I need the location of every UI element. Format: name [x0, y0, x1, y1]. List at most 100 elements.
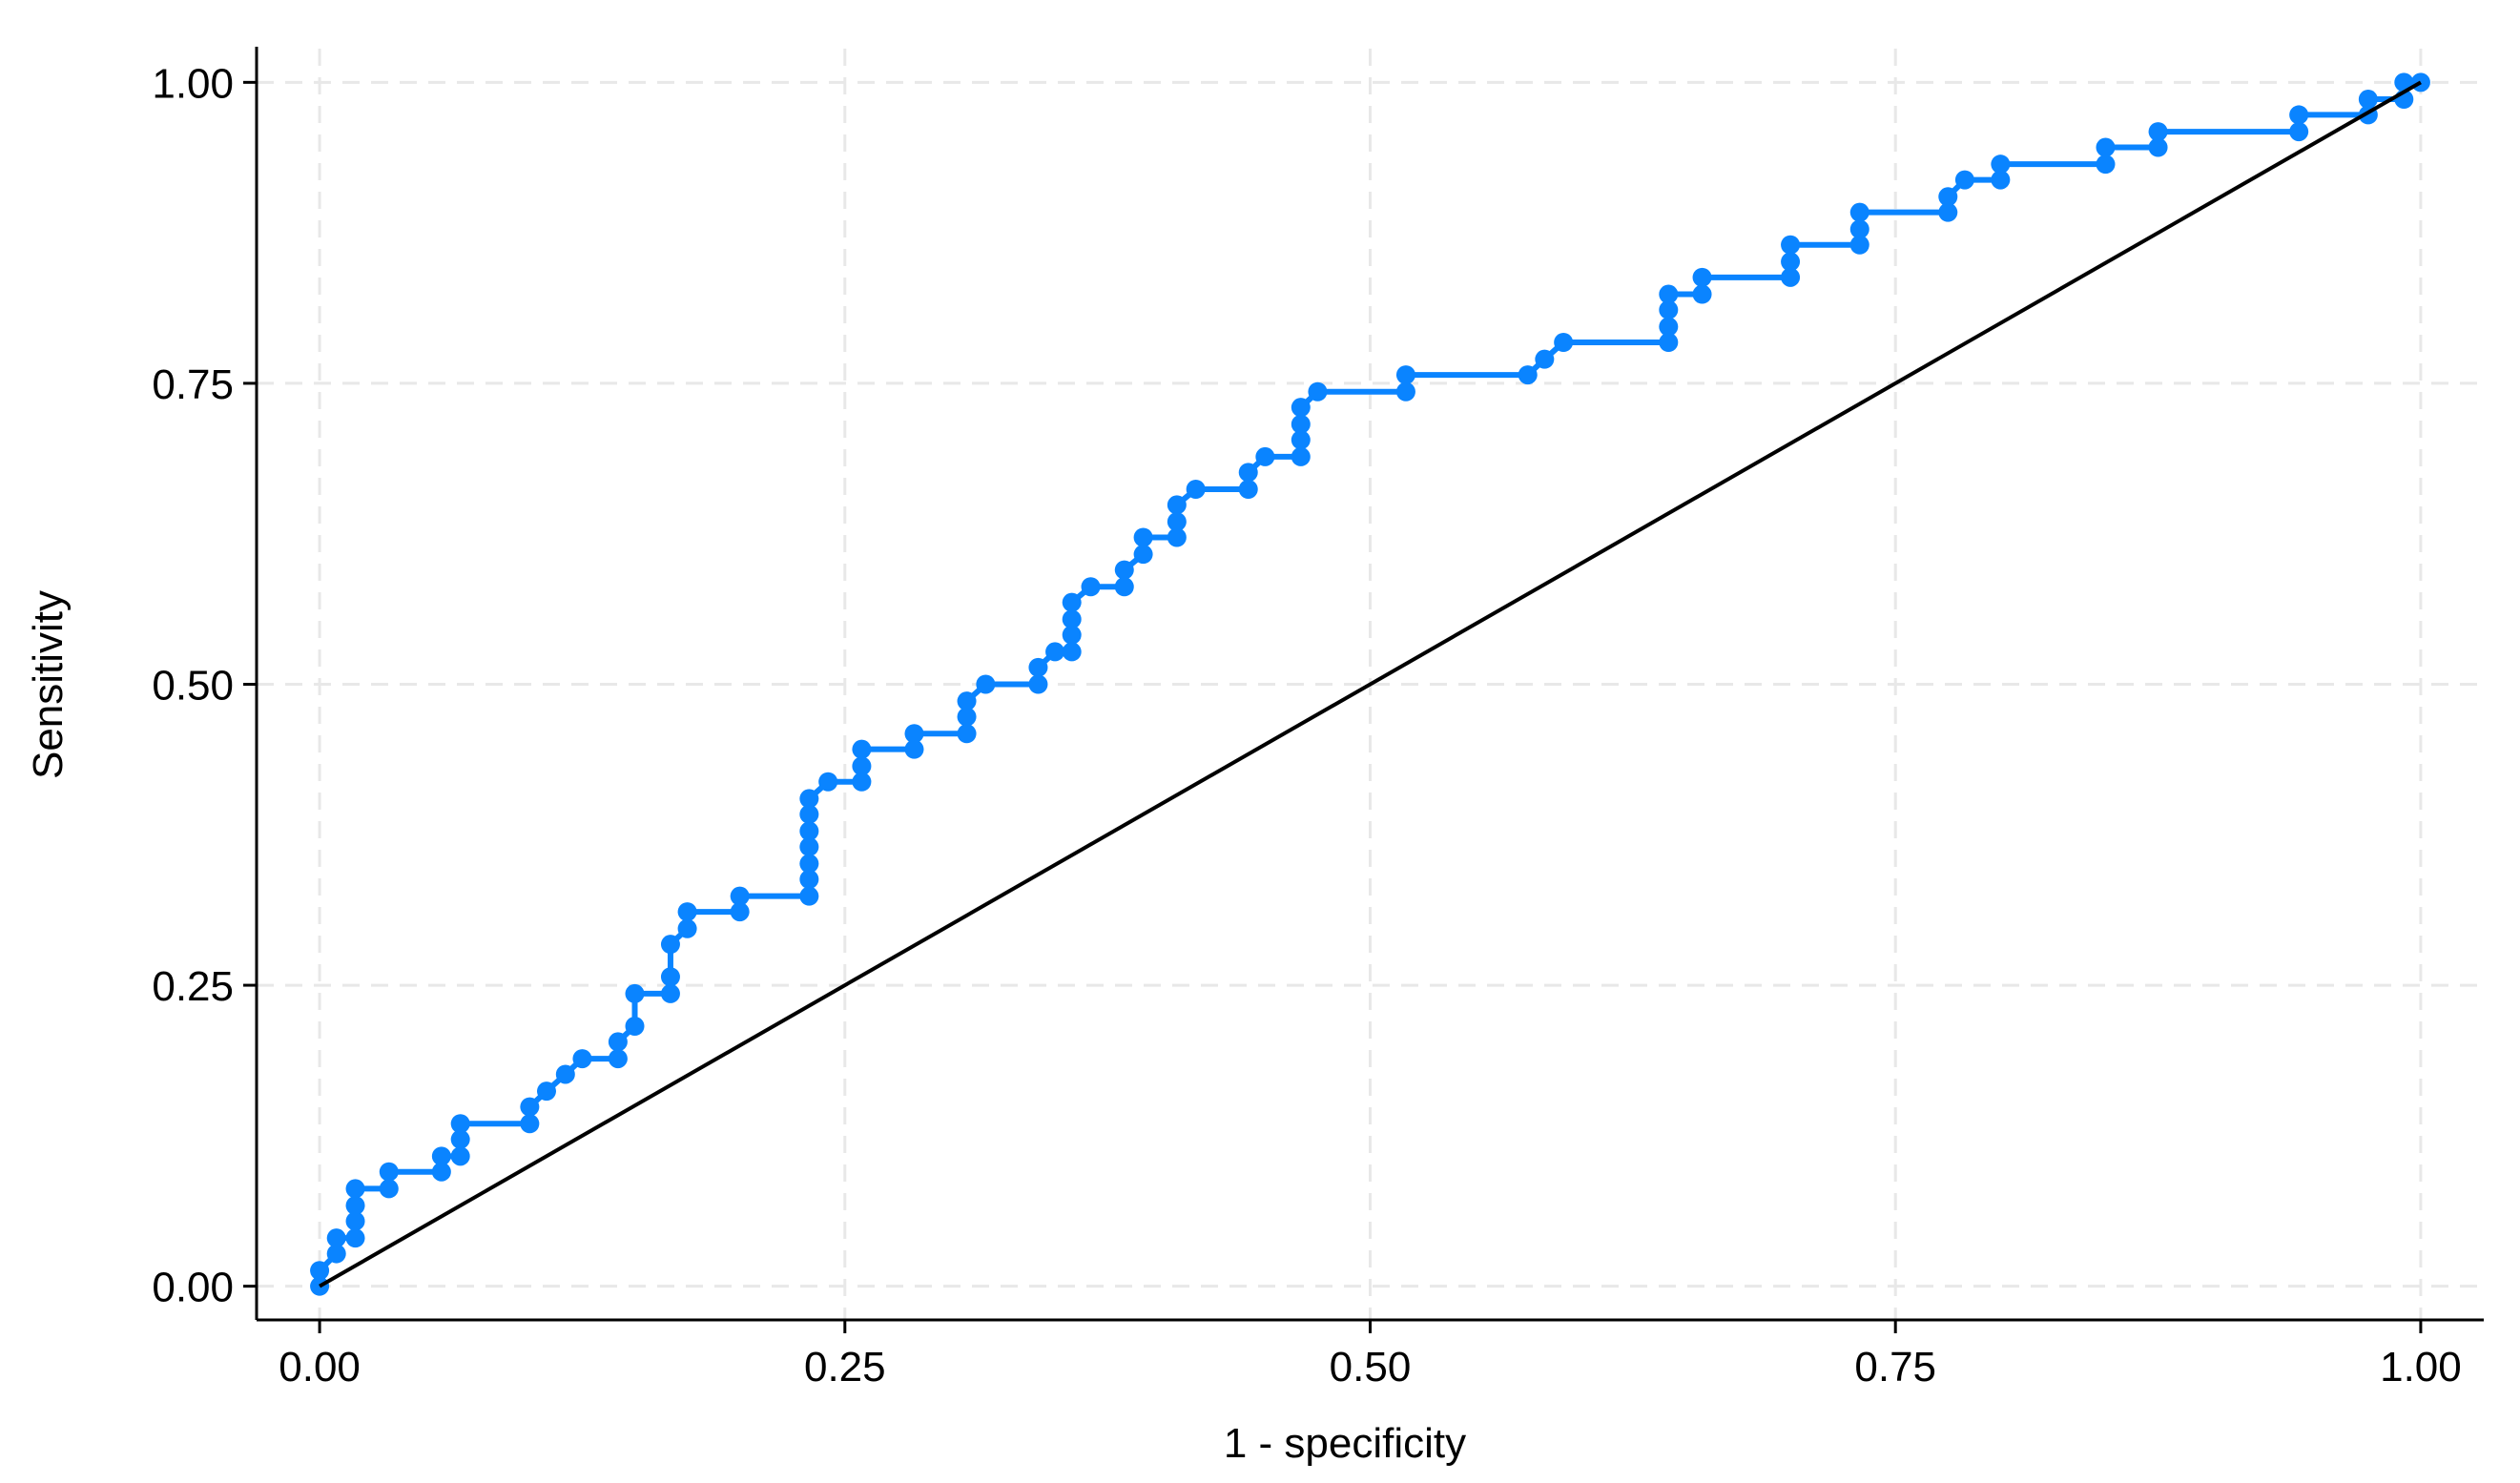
- roc-point: [677, 902, 697, 922]
- roc-point: [326, 1228, 346, 1248]
- x-tick-label: 0.75: [1854, 1344, 1936, 1390]
- roc-point: [1308, 381, 1328, 402]
- roc-point: [1938, 187, 1958, 207]
- roc-point: [799, 789, 819, 809]
- roc-point: [660, 935, 680, 955]
- roc-point: [379, 1179, 399, 1199]
- roc-point: [2148, 122, 2168, 142]
- x-tick-label: 0.50: [1330, 1344, 1412, 1390]
- roc-point: [660, 983, 680, 1003]
- roc-point: [1133, 527, 1153, 547]
- roc-point: [799, 869, 819, 889]
- roc-point: [1781, 267, 1801, 287]
- roc-point: [536, 1081, 556, 1102]
- roc-point: [450, 1114, 470, 1134]
- reference-line: [319, 80, 2422, 1288]
- roc-point: [625, 983, 645, 1003]
- roc-point: [1291, 430, 1311, 450]
- roc-point: [1692, 284, 1712, 304]
- y-axis-label: Sensitivity: [25, 590, 72, 779]
- roc-point: [520, 1114, 540, 1134]
- y-tick-label: 1.00: [152, 60, 234, 107]
- roc-point: [1659, 317, 1679, 337]
- roc-point: [1938, 202, 1958, 222]
- x-tick-label: 1.00: [2380, 1344, 2462, 1390]
- roc-point: [1062, 609, 1082, 629]
- roc-point: [1291, 398, 1311, 418]
- roc-point: [1255, 446, 1275, 466]
- roc-point: [730, 902, 750, 922]
- x-axis-label: 1 - specificity: [1224, 1420, 1466, 1467]
- roc-point: [799, 886, 819, 906]
- roc-point: [904, 724, 924, 744]
- roc-point: [957, 707, 977, 727]
- roc-point: [799, 854, 819, 874]
- roc-point: [2289, 122, 2309, 142]
- roc-point: [957, 724, 977, 744]
- y-tick-label: 0.50: [152, 663, 234, 710]
- roc-point: [345, 1228, 365, 1248]
- roc-point: [450, 1129, 470, 1149]
- roc-point: [2096, 154, 2116, 175]
- roc-point: [310, 1261, 330, 1281]
- roc-point: [1849, 235, 1869, 255]
- roc-point: [1167, 495, 1187, 515]
- y-tick-label: 0.75: [152, 361, 234, 408]
- roc-point: [1849, 202, 1869, 222]
- roc-point: [1991, 170, 2011, 190]
- roc-point: [608, 1049, 628, 1069]
- roc-point: [326, 1244, 346, 1264]
- roc-point: [1081, 577, 1101, 597]
- roc-point: [1238, 463, 1258, 483]
- roc-point: [1991, 154, 2011, 175]
- roc-point: [730, 886, 750, 906]
- roc-point: [2148, 137, 2168, 157]
- roc-point: [608, 1032, 628, 1052]
- roc-point: [1395, 381, 1415, 402]
- roc-point: [799, 804, 819, 824]
- roc-point: [345, 1211, 365, 1231]
- roc-point: [431, 1146, 451, 1166]
- roc-point: [2096, 137, 2116, 157]
- roc-point: [625, 1016, 645, 1036]
- roc-point: [1045, 642, 1065, 662]
- roc-point: [450, 1146, 470, 1166]
- roc-point: [1062, 625, 1082, 645]
- roc-point: [1167, 527, 1187, 547]
- roc-point: [799, 821, 819, 841]
- roc-point: [1659, 333, 1679, 353]
- roc-point: [1114, 560, 1134, 580]
- roc-point: [345, 1179, 365, 1199]
- roc-point: [1028, 657, 1048, 677]
- roc-point: [1167, 512, 1187, 532]
- roc-point: [1114, 577, 1134, 597]
- roc-point: [1692, 267, 1712, 287]
- roc-point: [976, 674, 996, 694]
- y-tick-label: 0.00: [152, 1265, 234, 1311]
- roc-point: [799, 836, 819, 856]
- roc-point: [2289, 105, 2309, 125]
- x-tick-label: 0.25: [804, 1344, 886, 1390]
- roc-point: [1554, 333, 1574, 353]
- roc-point: [1028, 674, 1048, 694]
- roc-point: [660, 967, 680, 987]
- y-tick-label: 0.25: [152, 963, 234, 1010]
- roc-point: [572, 1049, 592, 1069]
- roc-point: [904, 739, 924, 759]
- roc-point: [1518, 365, 1538, 385]
- roc-point: [852, 739, 872, 759]
- roc-point: [957, 691, 977, 711]
- roc-point: [1849, 219, 1869, 239]
- roc-point: [555, 1064, 575, 1084]
- roc-point: [1781, 235, 1801, 255]
- roc-point: [1954, 170, 1974, 190]
- roc-point: [1238, 480, 1258, 500]
- roc-point: [677, 918, 697, 938]
- roc-point: [1535, 349, 1555, 369]
- roc-point: [1781, 252, 1801, 272]
- x-tick-label: 0.00: [279, 1344, 361, 1390]
- roc-point: [818, 772, 838, 792]
- roc-point: [520, 1097, 540, 1117]
- roc-point: [2358, 90, 2378, 110]
